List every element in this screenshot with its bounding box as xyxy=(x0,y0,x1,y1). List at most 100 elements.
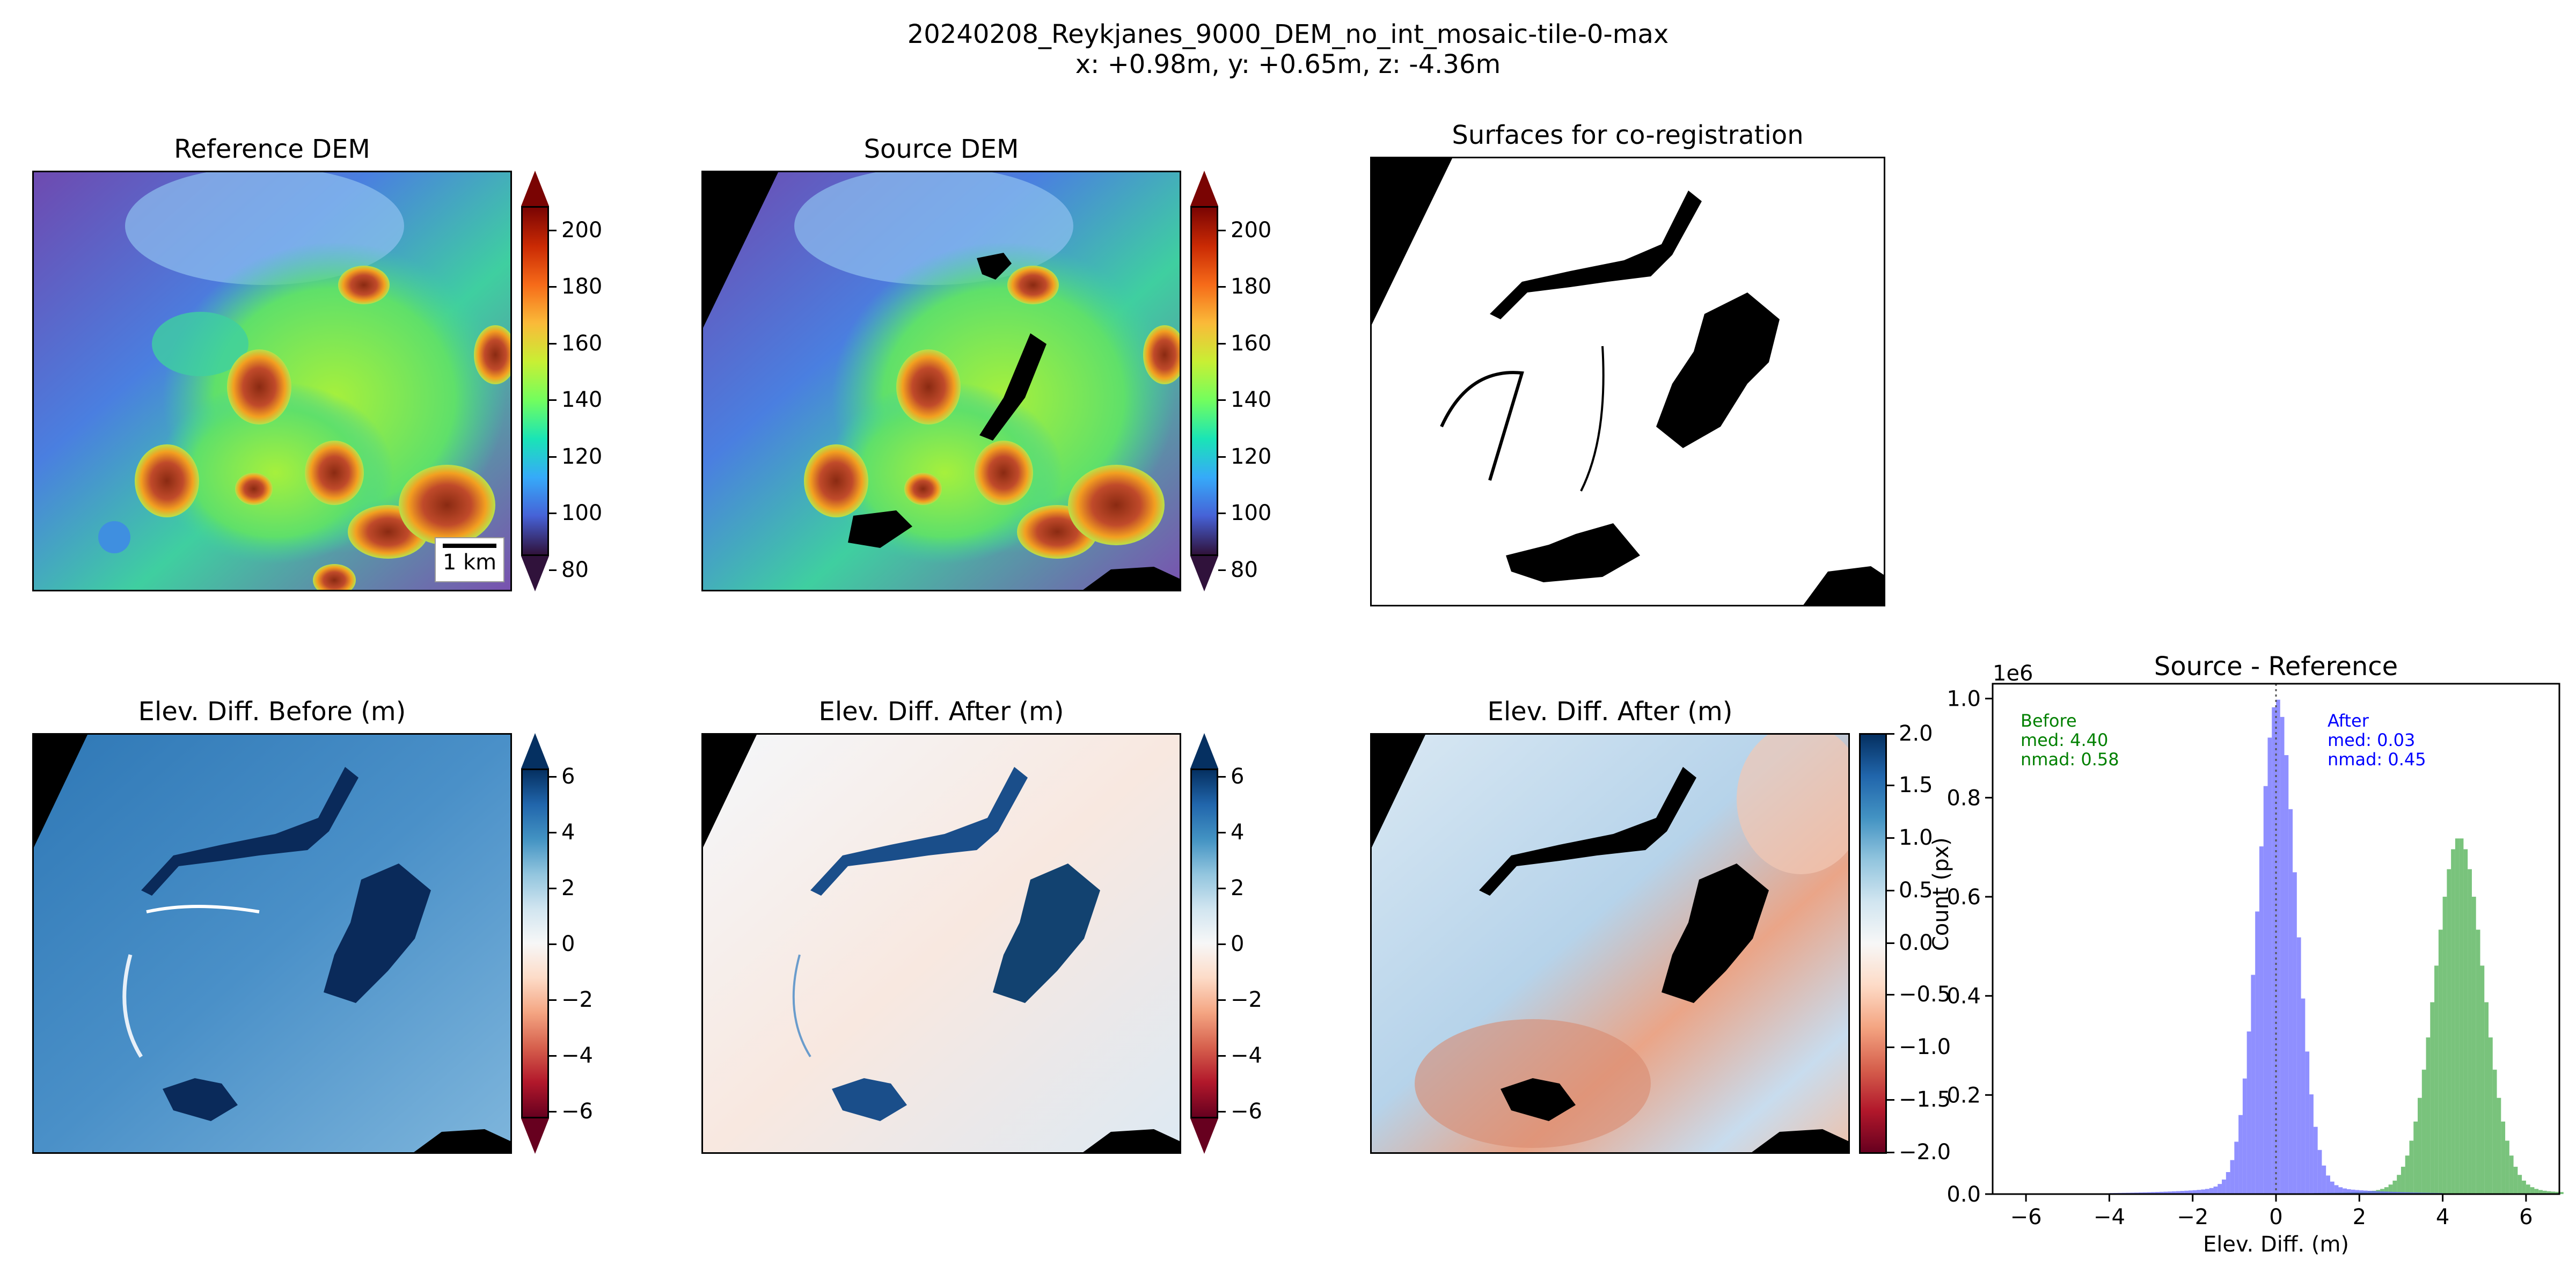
histogram-bar-before xyxy=(2434,965,2439,1194)
scale-bar-label: 1 km xyxy=(442,550,497,575)
histogram-bar-after xyxy=(2176,1191,2180,1194)
histogram-bar-after xyxy=(2317,1150,2322,1194)
narrow-tick-1: −1.5 xyxy=(1899,1087,1951,1112)
histogram-bar-before xyxy=(2476,930,2480,1194)
histogram-bar-after xyxy=(2238,1115,2243,1194)
histogram-ytick-label: 0.0 xyxy=(1946,1182,1981,1207)
diff-after-zoom-map xyxy=(1370,733,1850,1154)
histogram-bar-after xyxy=(2367,1190,2372,1194)
histogram-bar-before xyxy=(2492,1070,2497,1194)
histogram-bar-before xyxy=(2442,896,2447,1194)
histogram-xtick-label: −4 xyxy=(2094,1205,2125,1230)
elev-tick-180: 180 xyxy=(561,274,603,299)
histogram-bar-after xyxy=(2288,809,2293,1194)
surfaces-map xyxy=(1370,157,1885,606)
histogram-bar-after xyxy=(2251,975,2256,1194)
histogram-bar-after xyxy=(2405,1192,2410,1194)
reference-dem-map: 1 km xyxy=(32,171,512,591)
histogram-bar-after xyxy=(2267,737,2272,1194)
histogram-bar-before xyxy=(2388,1184,2393,1194)
histogram-bar-before xyxy=(2542,1190,2547,1194)
narrow-tick-0: −2.0 xyxy=(1899,1140,1951,1165)
histogram-bar-after xyxy=(2326,1175,2330,1194)
histogram-bar-before xyxy=(2530,1187,2535,1194)
histogram-bar-after xyxy=(2205,1189,2209,1194)
histogram-bar-after xyxy=(2272,707,2276,1194)
diff-cbar-after xyxy=(1190,769,1218,1118)
histogram-xtick-label: 0 xyxy=(2269,1205,2282,1230)
diff2-tick-2: 2 xyxy=(1231,876,1245,901)
histogram-bar-before xyxy=(2459,838,2464,1194)
histogram-bar-before xyxy=(2384,1187,2389,1194)
elev-cbar-src xyxy=(1190,206,1218,556)
histogram-ytick-label: 1.0 xyxy=(1946,687,1981,712)
histogram-bar-before xyxy=(2418,1097,2422,1194)
histogram-bar-after xyxy=(2213,1186,2218,1194)
histogram-bar-after xyxy=(2226,1172,2230,1194)
diff2-tick-n6: −6 xyxy=(1231,1099,1262,1124)
histogram-bar-before xyxy=(2518,1175,2522,1194)
histogram-bar-after xyxy=(2276,699,2280,1194)
diff-before-map xyxy=(32,733,512,1154)
annotation-before-title: Before xyxy=(2021,711,2077,731)
histogram-bar-after xyxy=(2409,1192,2414,1194)
elev2-tick-200: 200 xyxy=(1231,218,1272,243)
diff1-tick-n4: −4 xyxy=(561,1043,593,1068)
narrow-tick-2: −1.0 xyxy=(1899,1035,1951,1059)
scale-bar: 1 km xyxy=(435,537,504,582)
histogram-bar-after xyxy=(2192,1190,2197,1194)
reference-dem-image xyxy=(34,172,510,590)
histogram-bar-after xyxy=(2330,1181,2334,1194)
histogram-bar-after xyxy=(2163,1191,2168,1194)
histogram-bar-after xyxy=(2242,1078,2247,1194)
histogram-bar-after xyxy=(2397,1192,2401,1194)
histogram-bar-before xyxy=(2497,1097,2501,1194)
histogram-bar-after xyxy=(2343,1188,2347,1194)
histogram-bar-after xyxy=(2159,1191,2164,1194)
histogram-bar-after xyxy=(2334,1185,2339,1194)
histogram-bar-after xyxy=(2284,755,2289,1194)
annotation-before-median: med: 4.40 xyxy=(2021,730,2108,750)
histogram-bar-after xyxy=(2263,786,2268,1194)
histogram-bar-after xyxy=(2392,1191,2397,1194)
histogram-bar-before xyxy=(2513,1167,2518,1194)
diff-after-zoom-image xyxy=(1372,735,1848,1152)
histogram-bar-after xyxy=(2246,1031,2251,1194)
histogram-bar-after xyxy=(2142,1192,2147,1194)
histogram-xtick-label: 6 xyxy=(2519,1205,2533,1230)
histogram-bar-after xyxy=(2359,1190,2364,1194)
histogram-bar-before xyxy=(2405,1155,2410,1194)
histogram-bar-before xyxy=(2421,1070,2426,1194)
histogram-bar-before xyxy=(2392,1180,2397,1194)
histogram-bar-before xyxy=(2455,838,2460,1194)
histogram-bar-after xyxy=(2309,1094,2314,1194)
histogram-bar-after xyxy=(2355,1190,2360,1194)
histogram-bar-after xyxy=(2222,1179,2226,1194)
histogram-bar-before xyxy=(2559,1192,2564,1194)
elev-cbar2-arrow-top xyxy=(1190,171,1218,206)
elev-cbar-ref xyxy=(521,206,549,556)
histogram-bar-after xyxy=(2322,1165,2326,1194)
annotation-before-nmad: nmad: 0.58 xyxy=(2021,749,2119,770)
histogram-bar-after xyxy=(2259,846,2264,1194)
histogram-bar-after xyxy=(2380,1191,2384,1194)
diff-cbar1-arrow-top xyxy=(521,733,549,769)
diff1-tick-4: 4 xyxy=(561,820,575,845)
histogram-xlabel: Elev. Diff. (m) xyxy=(2202,1232,2350,1257)
histogram-bar-before xyxy=(2526,1184,2530,1194)
histogram-bar-after xyxy=(2388,1191,2393,1194)
histogram-bar-after xyxy=(2305,1051,2310,1194)
histogram-bar-before xyxy=(2468,869,2472,1194)
elev-cbar2-arrow-bottom xyxy=(1190,556,1218,591)
elev-tick-80: 80 xyxy=(561,558,589,582)
histogram-bar-before xyxy=(2430,1002,2435,1194)
diff1-tick-2: 2 xyxy=(561,876,575,901)
diff-before-image xyxy=(34,735,510,1152)
histogram-bar-after xyxy=(2347,1189,2351,1194)
histogram-bar-after xyxy=(2338,1187,2343,1194)
narrow-tick-3: −0.5 xyxy=(1899,982,1951,1007)
diff2-tick-0: 0 xyxy=(1231,932,1245,956)
histogram-ytick-label: 0.6 xyxy=(1946,885,1981,910)
histogram-bar-after xyxy=(2372,1191,2376,1194)
histogram-bar-after xyxy=(2351,1189,2355,1194)
